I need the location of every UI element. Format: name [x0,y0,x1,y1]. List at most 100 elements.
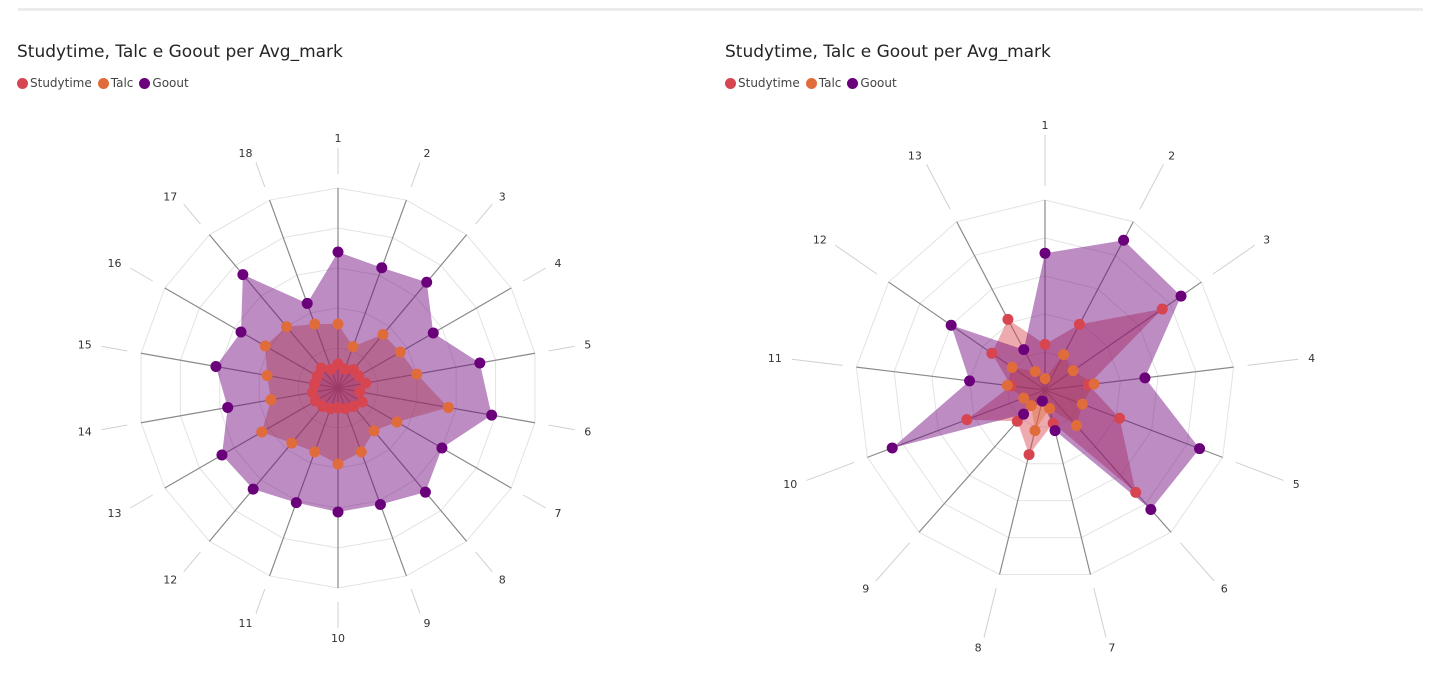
point-goout-7[interactable] [1049,425,1061,437]
point-studytime-17[interactable] [315,362,327,374]
point-talc-1[interactable] [332,318,344,330]
legend-item-studytime[interactable]: Studytime [725,76,800,90]
point-goout-3[interactable] [421,276,433,288]
point-goout-1[interactable] [1039,247,1051,259]
point-goout-12[interactable] [945,319,957,331]
point-goout-3[interactable] [1175,290,1187,302]
point-studytime-3[interactable] [1156,303,1168,315]
point-goout-8[interactable] [419,486,431,498]
point-talc-14[interactable] [265,394,277,406]
point-goout-15[interactable] [210,360,222,372]
legend-item-talc[interactable]: Talc [97,76,133,90]
point-talc-10[interactable] [332,458,344,470]
point-talc-10[interactable] [1018,392,1030,404]
radar-panel-right[interactable]: 1 2 3 4 5 6 7 8 9 10 11 12 13 Studytime, Talc e Goou… [708,12,1437,692]
point-talc-16[interactable] [259,340,271,352]
point-goout-16[interactable] [235,326,247,338]
point-goout-10[interactable] [886,442,898,454]
point-goout-1[interactable] [332,246,344,258]
point-goout-13[interactable] [1018,344,1030,356]
point-studytime-13[interactable] [1002,313,1014,325]
axis-6 [337,387,536,424]
axis-3 [337,234,468,389]
point-studytime-13[interactable] [309,395,321,407]
point-talc-7[interactable] [391,416,403,428]
point-goout-10[interactable] [332,506,344,518]
axis-2 [337,199,407,389]
radar-panel-left[interactable]: 1 2 3 4 5 6 7 8 9 10 11 12 13 14 15 16 17 18 Studytime, T… [0,12,700,692]
point-goout-6[interactable] [1145,503,1157,515]
legend-marker-goout [847,77,859,89]
axis-17 [208,234,339,389]
point-talc-8[interactable] [1029,425,1041,437]
point-studytime-2[interactable] [1073,318,1085,330]
point-talc-11[interactable] [1001,379,1013,391]
point-studytime-6[interactable] [1130,486,1142,498]
point-goout-2[interactable] [376,262,388,274]
point-studytime-9[interactable] [1011,415,1023,427]
point-talc-9[interactable] [1025,400,1037,412]
legend-item-goout[interactable]: Goout [139,76,189,90]
point-talc-5[interactable] [411,368,423,380]
point-goout-9[interactable] [374,499,386,511]
point-talc-3[interactable] [1067,365,1079,377]
point-studytime-8[interactable] [1023,449,1035,461]
point-talc-4[interactable] [1088,378,1100,390]
point-studytime-5[interactable] [1114,412,1126,424]
point-talc-2[interactable] [1058,349,1070,361]
category-label-17: 17 [163,190,177,203]
point-goout-13[interactable] [216,449,228,461]
point-goout-4[interactable] [427,327,439,339]
area-goout [215,252,492,512]
point-studytime-2[interactable] [339,363,351,375]
point-talc-18[interactable] [309,318,321,330]
point-talc-5[interactable] [1076,398,1088,410]
point-studytime-18[interactable] [325,363,337,375]
point-talc-13[interactable] [256,426,268,438]
point-goout-12[interactable] [247,483,259,495]
point-studytime-14[interactable] [306,387,318,399]
point-talc-1[interactable] [1039,373,1051,385]
point-goout-9[interactable] [1018,408,1030,420]
point-studytime-1[interactable] [1039,338,1051,350]
point-goout-8[interactable] [1036,395,1048,407]
point-talc-13[interactable] [1029,365,1041,377]
point-talc-12[interactable] [286,437,298,449]
point-goout-17[interactable] [237,269,249,281]
point-studytime-4[interactable] [353,370,365,382]
point-talc-15[interactable] [261,369,273,381]
point-studytime-10[interactable] [961,414,973,426]
point-goout-11[interactable] [290,497,302,509]
legend-item-studytime[interactable]: Studytime [17,76,92,90]
point-studytime-7[interactable] [356,396,368,408]
point-studytime-6[interactable] [354,386,366,398]
point-talc-6[interactable] [442,401,454,413]
point-talc-4[interactable] [394,346,406,358]
legend-item-talc[interactable]: Talc [805,76,842,90]
axis-leader-7 [1093,587,1107,638]
point-talc-2[interactable] [347,341,359,353]
point-talc-6[interactable] [1070,420,1082,432]
point-talc-9[interactable] [355,446,367,458]
point-goout-4[interactable] [1139,372,1151,384]
point-goout-5[interactable] [1194,443,1206,455]
point-goout-11[interactable] [964,375,976,387]
point-talc-17[interactable] [281,321,293,333]
point-goout-18[interactable] [301,297,313,309]
point-talc-11[interactable] [309,446,321,458]
point-goout-14[interactable] [222,401,234,413]
grid-ring [893,237,1197,539]
point-goout-6[interactable] [486,409,498,421]
point-studytime-12[interactable] [986,347,998,359]
point-talc-12[interactable] [1006,361,1018,373]
point-goout-2[interactable] [1118,234,1130,246]
point-talc-8[interactable] [368,425,380,437]
legend-item-goout[interactable]: Goout [847,76,897,90]
point-goout-5[interactable] [474,357,486,369]
point-goout-7[interactable] [436,442,448,454]
point-talc-7[interactable] [1044,402,1056,414]
point-talc-3[interactable] [377,328,389,340]
legend-label: Talc [818,76,842,90]
point-studytime-5[interactable] [360,377,372,389]
category-label-3: 3 [499,190,506,203]
